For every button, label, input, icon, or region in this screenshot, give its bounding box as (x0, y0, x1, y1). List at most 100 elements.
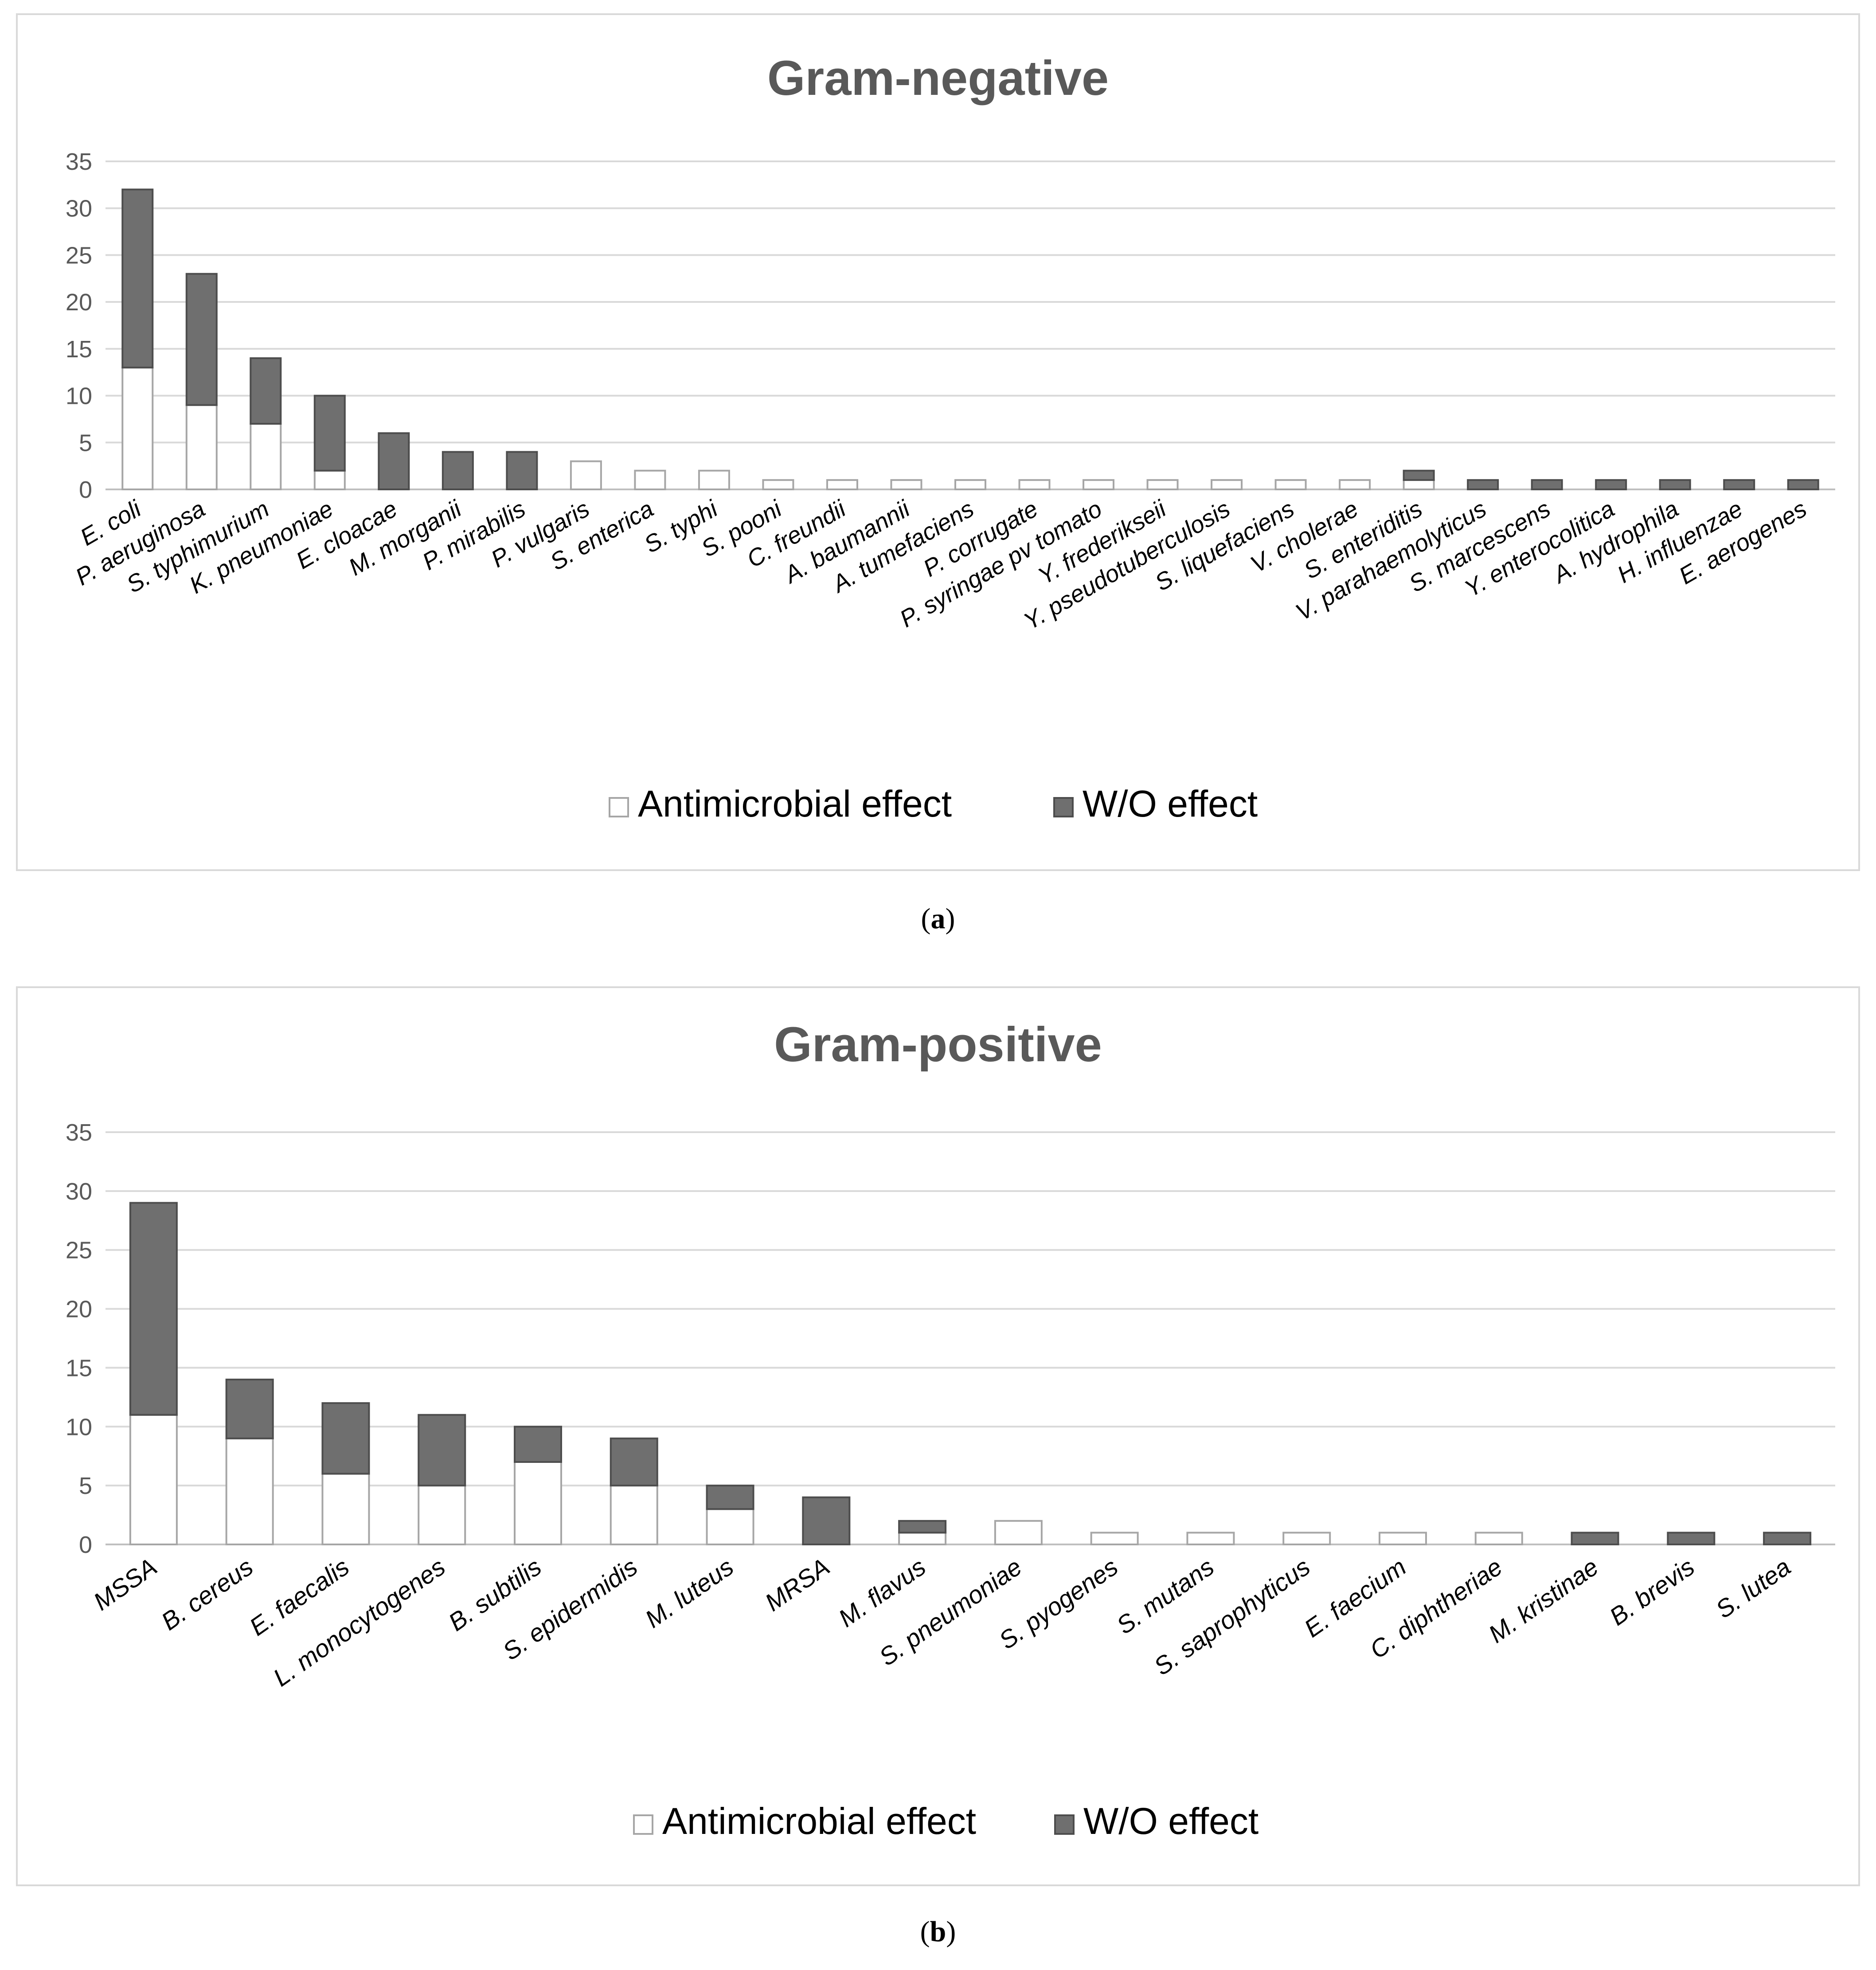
gn-bar-without-effect-e-coli (121, 188, 154, 369)
gp-bar-effect-s-pneumoniae (994, 1520, 1043, 1546)
gp-y-tick-25: 25 (66, 1237, 92, 1264)
gn-legend-label-antimicrobial-effect: Antimicrobial effect (638, 783, 952, 825)
gn-bar-without-effect-v-parahaemolyticus (1467, 479, 1499, 491)
gn-legend-swatch-antimicrobial-effect (609, 797, 629, 817)
gn-bar-without-effect-p-aeruginosa (185, 273, 218, 406)
gn-bar-without-effect-s-enteriditis (1403, 469, 1435, 481)
gp-bar-without-effect-m-luteus (706, 1485, 754, 1510)
gn-bar-effect-s-pooni (762, 479, 794, 491)
gp-y-tick-0: 0 (79, 1532, 92, 1558)
gp-legend-swatch-w-o-effect (1054, 1814, 1075, 1835)
gn-bar-effect-y-pseudotuberculosis (1211, 479, 1243, 491)
gp-bar-without-effect-b-brevis (1667, 1532, 1716, 1546)
gn-bar-without-effect-e-aerogenes (1787, 479, 1819, 491)
gp-bar-effect-l-monocytogenes (418, 1485, 466, 1545)
gn-bar-effect-s-typhi (698, 469, 730, 490)
gn-bar-effect-c-freundii (826, 479, 858, 491)
gram-negative-chart-panel: Gram-negative 0 5 10 15 20 25 30 35 E. coli P. aer… (16, 13, 1860, 871)
gn-y-tick-30: 30 (66, 195, 92, 222)
gn-bar-effect-y-frederikseii (1146, 479, 1179, 491)
gp-x-label-m-kristinae: M. kristinae (1483, 1552, 1603, 1648)
gn-bar-effect-v-cholerae (1339, 479, 1371, 491)
gn-bar-without-effect-p-mirabilis (506, 451, 538, 491)
gp-x-label-b-cereus: B. cereus (156, 1552, 258, 1635)
gp-x-label-b-brevis: B. brevis (1604, 1552, 1700, 1631)
gp-bar-without-effect-b-cereus (225, 1379, 274, 1439)
gn-bar-without-effect-y-enterocolitica (1595, 479, 1627, 491)
gn-bar-without-effect-k-pneumoniae (313, 395, 346, 472)
gp-x-label-s-saprophyticus: S. saprophyticus (1149, 1552, 1315, 1681)
gp-y-tick-20: 20 (66, 1296, 92, 1323)
gp-bar-without-effect-s-lutea (1763, 1532, 1812, 1546)
gn-legend-label-w-o-effect: W/O effect (1083, 783, 1258, 825)
gp-bar-effect-s-saprophyticus (1282, 1532, 1331, 1546)
gp-chart-title: Gram-positive (774, 1017, 1102, 1072)
gn-bar-without-effect-s-typhimurium (250, 357, 282, 425)
gn-y-tick-10: 10 (66, 383, 92, 410)
gp-bar-effect-mssa (129, 1414, 178, 1545)
gp-x-label-s-lutea: S. lutea (1711, 1552, 1796, 1624)
panel-caption-a-letter: a (930, 903, 946, 935)
gram-positive-chart-panel: Gram-positive 0 5 10 15 20 25 30 35 MSSA B. cereus… (16, 986, 1860, 1886)
gp-x-label-mrsa: MRSA (760, 1552, 835, 1616)
gn-bar-effect-p-aeruginosa (185, 404, 218, 491)
gn-bar-without-effect-h-influenzae (1723, 479, 1755, 491)
gn-y-tick-35: 35 (66, 149, 92, 175)
gn-bar-effect-p-corrugate (1018, 479, 1051, 491)
panel-caption-b-letter: b (930, 1915, 946, 1948)
gp-y-tick-15: 15 (66, 1355, 92, 1381)
gn-bar-effect-p-vulgaris (570, 460, 602, 490)
gp-bar-without-effect-s-epidermidis (610, 1437, 658, 1487)
gp-bar-without-effect-mssa (129, 1202, 178, 1416)
gn-bar-effect-a-tumefaciens (954, 479, 986, 491)
gp-bar-without-effect-m-flavus (898, 1520, 947, 1534)
gp-x-label-mssa: MSSA (88, 1552, 162, 1616)
gp-legend-label-antimicrobial-effect: Antimicrobial effect (662, 1800, 976, 1842)
gp-y-tick-30: 30 (66, 1178, 92, 1205)
gn-bar-without-effect-e-cloacae (378, 432, 410, 491)
gn-bar-effect-e-coli (121, 367, 154, 491)
gp-y-tick-5: 5 (79, 1473, 92, 1499)
gn-bar-effect-k-pneumoniae (313, 469, 346, 490)
gn-bar-effect-s-enterica (634, 469, 666, 490)
gp-bar-without-effect-b-subtilis (514, 1426, 562, 1463)
gn-bar-without-effect-s-marcescens (1531, 479, 1563, 491)
gp-y-tick-10: 10 (66, 1414, 92, 1440)
gp-bar-without-effect-e-faecalis (321, 1402, 370, 1475)
gp-bar-effect-e-faecalis (321, 1473, 370, 1545)
gp-bar-without-effect-m-kristinae (1571, 1532, 1619, 1546)
gp-y-tick-35: 35 (66, 1119, 92, 1146)
gp-legend-label-w-o-effect: W/O effect (1083, 1800, 1258, 1842)
gn-y-tick-5: 5 (79, 430, 92, 456)
gn-y-tick-20: 20 (66, 289, 92, 316)
gp-x-label-l-monocytogenes: L. monocytogenes (268, 1552, 450, 1692)
gp-bar-effect-c-diphtheriae (1474, 1532, 1523, 1546)
gn-bar-effect-s-liquefaciens (1274, 479, 1307, 491)
gp-x-label-m-luteus: M. luteus (640, 1552, 739, 1633)
gn-bar-without-effect-m-morganii (442, 451, 474, 491)
panel-caption-a: (a) (921, 903, 955, 935)
gp-bar-effect-s-pyogenes (1090, 1532, 1139, 1546)
gn-y-tick-15: 15 (66, 336, 92, 363)
gn-bar-effect-s-typhimurium (250, 423, 282, 490)
gp-bar-effect-s-mutans (1186, 1532, 1235, 1546)
gp-bar-effect-m-luteus (706, 1508, 754, 1546)
gn-chart-title: Gram-negative (767, 51, 1109, 106)
gp-bar-effect-b-subtilis (514, 1461, 562, 1545)
gp-bar-effect-b-cereus (225, 1437, 274, 1545)
gn-y-tick-0: 0 (79, 477, 92, 503)
gn-bar-effect-a-baumannii (890, 479, 922, 491)
gp-bar-without-effect-mrsa (802, 1496, 851, 1545)
gn-legend-swatch-w-o-effect (1053, 797, 1074, 817)
gp-legend-swatch-antimicrobial-effect (633, 1814, 653, 1835)
gn-bar-effect-s-enteriditis (1403, 479, 1435, 491)
gn-bar-effect-p-syringae-pv-tomato (1083, 479, 1115, 491)
gn-y-tick-25: 25 (66, 242, 92, 269)
gp-bar-effect-m-flavus (898, 1532, 947, 1546)
panel-caption-b: (b) (920, 1915, 956, 1948)
gp-bar-without-effect-l-monocytogenes (418, 1414, 466, 1487)
gp-bar-effect-e-faecium (1379, 1532, 1427, 1546)
gp-bar-effect-s-epidermidis (610, 1485, 658, 1545)
